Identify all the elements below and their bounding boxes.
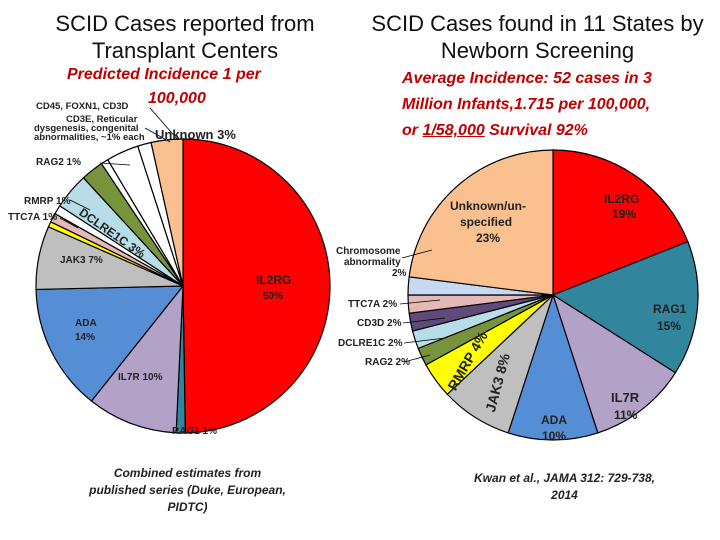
right-label-ada-2: 10% [542, 429, 567, 443]
right-label-dclre1c: DCLRE1C 2% [338, 338, 403, 349]
leader-cd45 [149, 107, 179, 141]
left-label-rag1: RAG1 1% [172, 426, 218, 437]
right-chart-note: Kwan et al., JAMA 312: 729-738, 2014 [474, 471, 655, 502]
right-label-ttc7a: TTC7A 2% [348, 299, 398, 310]
right-label-rag1-1: RAG1 [653, 302, 687, 316]
right-label-unknown-3: 23% [476, 231, 501, 245]
leader-rag2-right [403, 354, 431, 363]
right-label-ada-1: ADA [541, 413, 567, 427]
right-slice-unknown-un-specified-23 [408, 149, 554, 296]
left-label-ttc7a: TTC7A 1% [8, 212, 58, 223]
right-label-chrom-1: Chromosome [336, 246, 401, 257]
left-label-jak3: JAK3 7% [60, 255, 103, 266]
leader-lines [59, 107, 446, 363]
left-label-cd3e-1: CD3E, Reticular [66, 114, 138, 125]
right-chart-title: SCID Cases found in 11 States by Newborn… [371, 11, 704, 63]
right-label-il2rg-2: 19% [612, 207, 637, 221]
right-label-unknown-1: Unknown/un- [450, 199, 526, 213]
left-label-rag2: RAG2 1% [36, 157, 82, 168]
right-label-il7r-2: 11% [614, 408, 638, 422]
leader-cd3d [402, 317, 446, 324]
left-chart-subtitle-line2: 100,000 [148, 90, 206, 107]
right-label-il2rg-1: IL2RG [604, 192, 640, 206]
right-slice-rag1-15 [551, 240, 699, 374]
right-label-cd3d: CD3D 2% [357, 318, 402, 329]
left-label-unknown: Unknown 3% [155, 127, 236, 142]
left-label-cd45: CD45, FOXN1, CD3D [36, 101, 129, 112]
right-slice-il7r-11 [551, 293, 677, 434]
left-slice-il7r-10 [90, 284, 184, 434]
right-label-chrom-3: 2% [392, 268, 407, 279]
right-label-rag2: RAG2 2% [365, 357, 411, 368]
right-chart-subtitle-line2: Million Infants,1.715 per 100,000, [402, 96, 651, 113]
left-pie-chart [35, 138, 331, 434]
leader-cd3e [144, 127, 171, 143]
incidence-ratio: 1/58,000 [422, 122, 485, 139]
right-chart-subtitle-line3: or 1/58,000 Survival 92% [402, 122, 588, 139]
left-label-il2rg: IL2RG [256, 273, 292, 287]
right-slice-ada-10 [507, 293, 599, 441]
right-pie-chart [407, 149, 699, 441]
right-slice-il2rg-19 [552, 149, 689, 296]
leader-dclre1c-right [403, 337, 446, 344]
leader-ttc7a [59, 217, 79, 229]
left-label-ada: ADA [75, 318, 97, 329]
right-label-rag1-2: 15% [657, 319, 682, 333]
leader-chrom [401, 249, 433, 259]
left-chart-note: Combined estimates from published series… [89, 466, 286, 514]
left-slice-il2rg [182, 138, 331, 434]
leader-rmrp [69, 199, 91, 211]
leader-ttc7a-right [399, 299, 441, 305]
left-label-il2rg-pct: 50% [263, 291, 284, 302]
right-label-chrom-2: abnormality [344, 257, 401, 268]
left-slice-ada-14 [35, 285, 185, 402]
left-label-cd3e-3: abnormalities, ~1% each [34, 132, 145, 143]
right-chart-subtitle-line1: Average Incidence: 52 cases in 3 [402, 70, 652, 87]
left-chart-title: SCID Cases reported from Transplant Cent… [55, 11, 315, 63]
left-label-rmrp: RMRP 1% [24, 196, 71, 207]
left-label-il7r: IL7R 10% [118, 372, 163, 383]
left-label-cd3e-2: dysgenesis, congenital [34, 123, 139, 134]
leader-rag2 [99, 162, 131, 166]
left-chart-subtitle-line1: Predicted Incidence 1 per [67, 66, 261, 83]
right-label-unknown-2: specified [460, 215, 513, 229]
left-label-ada-pct: 14% [75, 332, 96, 343]
right-label-il7r-1: IL7R [611, 390, 640, 405]
